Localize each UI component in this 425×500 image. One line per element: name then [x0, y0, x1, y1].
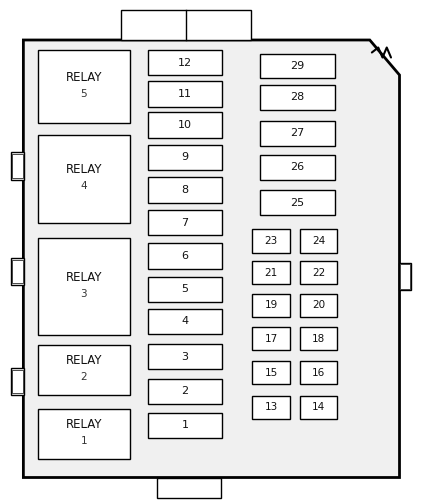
Text: 1: 1	[181, 420, 188, 430]
Bar	[300, 327, 337, 350]
Bar	[400, 264, 410, 288]
Text: RELAY: RELAY	[66, 354, 102, 368]
Text: 22: 22	[312, 268, 326, 278]
Bar	[38, 135, 130, 222]
Bar	[148, 112, 222, 138]
Text: RELAY: RELAY	[66, 70, 102, 84]
Text: 19: 19	[264, 300, 278, 310]
Bar	[252, 230, 290, 252]
Text: 5: 5	[81, 89, 87, 99]
Text: 14: 14	[312, 402, 326, 412]
Text: 26: 26	[290, 162, 305, 172]
Text: 4: 4	[181, 316, 188, 326]
Text: 21: 21	[264, 268, 278, 278]
Bar	[11, 152, 24, 180]
Bar	[157, 478, 221, 498]
Bar	[252, 361, 290, 384]
Text: 29: 29	[290, 61, 305, 71]
Bar	[252, 261, 290, 284]
Text: RELAY: RELAY	[66, 271, 102, 284]
Bar	[148, 244, 222, 268]
Text: 1: 1	[81, 436, 87, 446]
Bar	[148, 412, 222, 438]
Bar	[148, 344, 222, 369]
Bar	[148, 276, 222, 301]
Text: 2: 2	[181, 386, 188, 396]
Text: 6: 6	[181, 251, 188, 261]
Text: 9: 9	[181, 152, 188, 162]
Bar	[11, 258, 24, 285]
Bar	[300, 261, 337, 284]
Bar	[148, 210, 222, 235]
Text: 25: 25	[290, 198, 305, 207]
Bar	[148, 378, 222, 404]
Text: 13: 13	[264, 402, 278, 412]
Text: 5: 5	[181, 284, 188, 294]
Text: 23: 23	[264, 236, 278, 246]
Bar	[121, 10, 251, 40]
Text: 3: 3	[181, 352, 188, 362]
Bar	[300, 294, 337, 316]
Bar	[11, 368, 24, 395]
Text: 24: 24	[312, 236, 326, 246]
Text: 4: 4	[81, 181, 87, 191]
Bar	[300, 396, 337, 419]
Text: RELAY: RELAY	[66, 163, 102, 176]
Bar	[38, 50, 130, 122]
Bar	[260, 190, 335, 214]
Text: 8: 8	[181, 185, 188, 195]
Text: 2: 2	[81, 372, 87, 382]
Bar	[148, 309, 222, 334]
Bar	[148, 178, 222, 203]
Text: 12: 12	[178, 58, 192, 68]
Bar	[252, 294, 290, 316]
Text: 3: 3	[81, 289, 87, 298]
Bar	[300, 230, 337, 252]
Bar	[148, 50, 222, 75]
Bar	[260, 54, 335, 78]
Text: 10: 10	[178, 120, 192, 130]
Bar	[300, 361, 337, 384]
Text: 7: 7	[181, 218, 188, 228]
Polygon shape	[23, 40, 399, 478]
Bar	[260, 86, 335, 110]
Text: 27: 27	[290, 128, 305, 138]
Bar	[12, 370, 23, 393]
Text: 17: 17	[264, 334, 278, 344]
Bar	[38, 408, 130, 459]
Bar	[12, 154, 23, 178]
Text: 20: 20	[312, 300, 325, 310]
Text: 16: 16	[312, 368, 326, 378]
Bar	[148, 82, 222, 106]
Bar	[260, 156, 335, 180]
Text: 11: 11	[178, 89, 192, 99]
Bar	[252, 327, 290, 350]
Bar	[38, 345, 130, 395]
Bar	[12, 260, 23, 283]
Bar	[399, 262, 411, 290]
Bar	[252, 396, 290, 419]
Bar	[148, 145, 222, 170]
Text: RELAY: RELAY	[66, 418, 102, 431]
Text: 18: 18	[312, 334, 326, 344]
Text: 15: 15	[264, 368, 278, 378]
Bar	[260, 122, 335, 146]
Bar	[38, 238, 130, 335]
Text: 28: 28	[290, 92, 305, 102]
